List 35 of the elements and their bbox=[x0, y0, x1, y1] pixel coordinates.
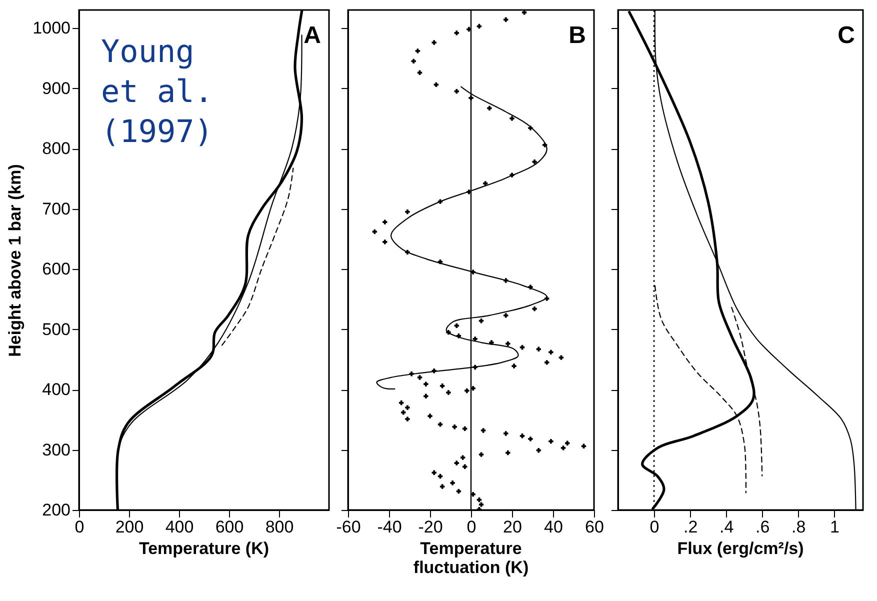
annotation: C bbox=[838, 22, 855, 49]
x-tick-label: 800 bbox=[265, 518, 294, 536]
y-tick-label: 400 bbox=[42, 380, 70, 400]
x-axis-title: Temperature fluctuation (K) bbox=[413, 539, 529, 577]
y-tick-label: 1000 bbox=[32, 18, 70, 38]
y-tick-label: 600 bbox=[42, 260, 70, 279]
y-tick-label: 300 bbox=[42, 440, 70, 460]
y-tick-label: 800 bbox=[42, 139, 70, 158]
x-tick-label: -60 bbox=[336, 518, 361, 536]
x-tick-label: 600 bbox=[215, 518, 244, 536]
x-tick-label: -40 bbox=[377, 518, 402, 536]
x-tick-label: 60 bbox=[585, 518, 604, 536]
x-tick-label: -20 bbox=[418, 518, 443, 536]
x-tick-label: .4 bbox=[719, 518, 734, 536]
y-axis-title: Height above 1 bar (km) bbox=[6, 164, 25, 357]
x-tick-label: 0 bbox=[74, 518, 84, 536]
x-axis-title: Temperature (K) bbox=[138, 539, 270, 558]
x-tick-label: 200 bbox=[115, 518, 144, 536]
x-tick-label: 0 bbox=[650, 518, 660, 536]
y-tick-label: 700 bbox=[42, 199, 70, 218]
x-tick-label: .6 bbox=[756, 518, 770, 536]
annotation: Young et al. (1997) bbox=[101, 34, 213, 150]
annotation: B bbox=[568, 22, 586, 49]
x-tick-label: 0 bbox=[466, 518, 476, 536]
y-tick-label: 500 bbox=[42, 320, 70, 339]
y-tick-label: 200 bbox=[42, 500, 70, 520]
x-tick-label: 1 bbox=[830, 518, 840, 536]
x-tick-label: 20 bbox=[503, 518, 522, 536]
x-tick-label: 400 bbox=[165, 518, 194, 536]
x-tick-label: 40 bbox=[544, 518, 563, 536]
annotation: A bbox=[304, 22, 321, 49]
x-tick-label: .8 bbox=[792, 518, 806, 536]
x-tick-label: .2 bbox=[683, 518, 698, 536]
x-axis-title: Flux (erg/cm²/s) bbox=[677, 539, 804, 558]
y-tick-label: 900 bbox=[42, 78, 70, 98]
